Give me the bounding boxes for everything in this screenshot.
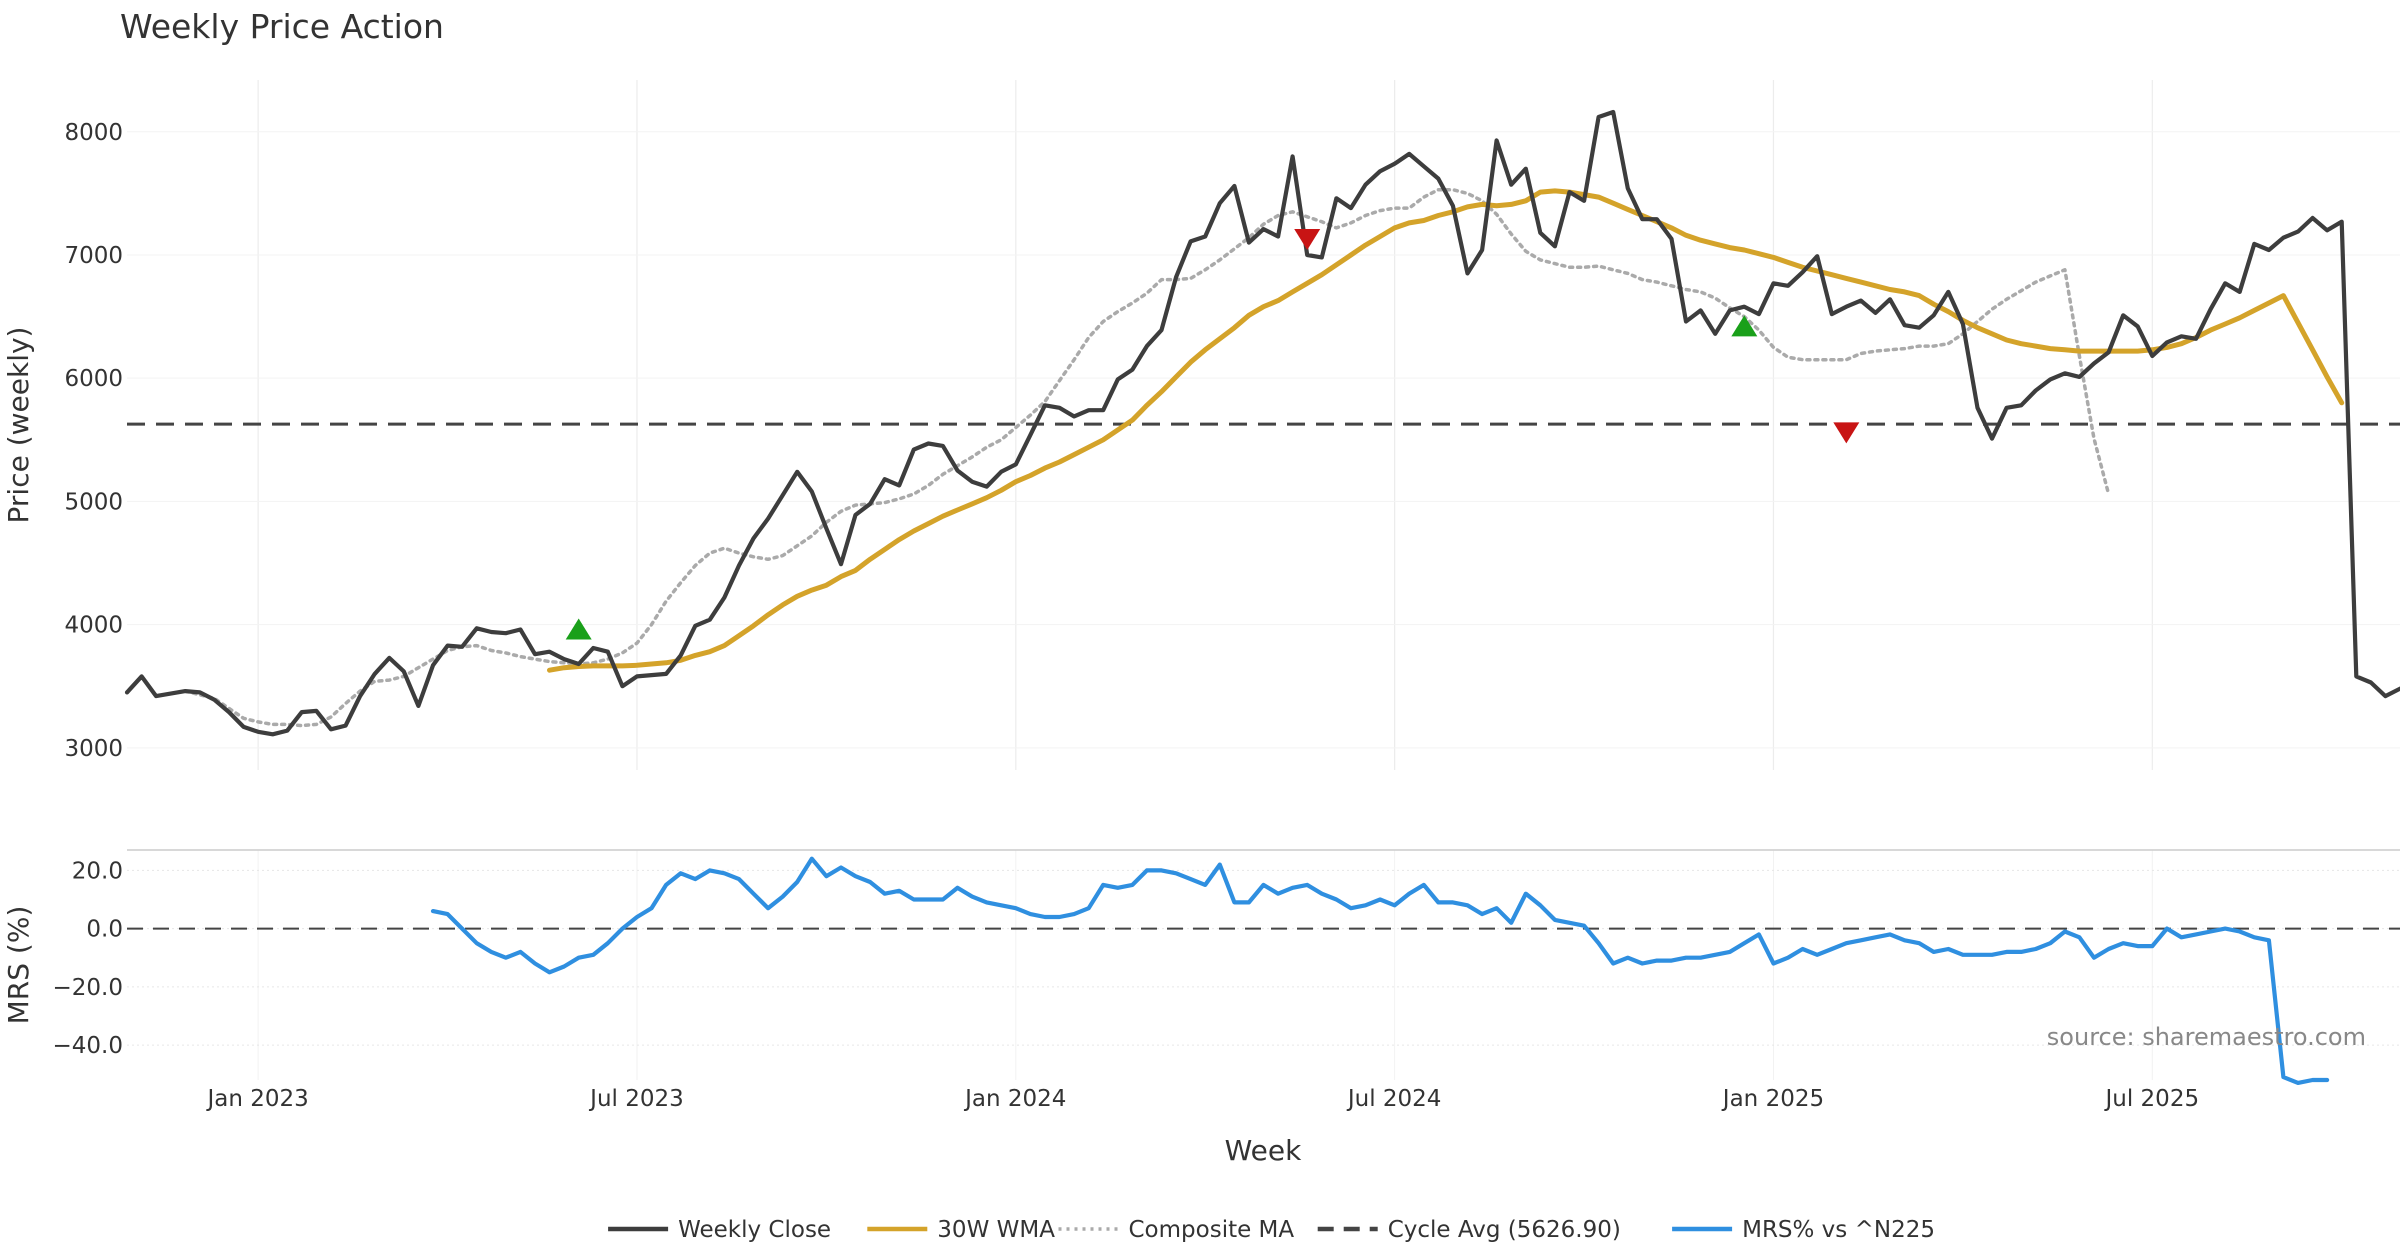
mrs-y-tick-label: 20.0 — [72, 858, 123, 884]
series-layer — [124, 109, 2400, 1086]
x-tick-label: Jul 2025 — [2103, 1086, 2199, 1112]
series-line-composite-ma — [183, 187, 2111, 728]
x-tick-label: Jan 2024 — [963, 1086, 1066, 1112]
legend-label-composite-ma: Composite MA — [1129, 1217, 1295, 1243]
mrs-y-axis-label: MRS (%) — [2, 906, 35, 1025]
price-y-ticks: 3000 4000 5000 6000 7000 8000 — [64, 120, 123, 762]
x-tick-label: Jan 2023 — [205, 1086, 308, 1112]
price-y-tick-label: 7000 — [64, 243, 123, 269]
mrs-panel-grid — [127, 850, 2400, 1080]
mrs-y-tick-label: −20.0 — [53, 975, 123, 1001]
buy-signal-marker — [1731, 315, 1758, 337]
legend: Weekly Close 30W WMA Composite MA Cycle Avg… — [608, 1217, 1935, 1243]
source-annotation: source: sharemaestro.com — [2047, 1023, 2366, 1051]
x-axis-label: Week — [1225, 1134, 1302, 1167]
price-y-tick-label: 8000 — [64, 120, 123, 146]
series-line-30w-wma — [547, 188, 2345, 673]
series-line-weekly-close — [124, 109, 2400, 737]
legend-label-mrs-vs-n225: MRS% vs ^N225 — [1742, 1217, 1935, 1243]
price-y-tick-label: 4000 — [64, 613, 123, 639]
x-ticks: Jan 2023 Jul 2023 Jan 2024 Jul 2024 Jan 2025… — [205, 1086, 2199, 1112]
legend-label-weekly-close: Weekly Close — [678, 1217, 831, 1243]
mrs-y-ticks: 20.0 0.0 −20.0 −40.0 — [53, 858, 123, 1059]
price-y-tick-label: 6000 — [64, 366, 123, 392]
buy-signal-marker — [565, 618, 592, 640]
mrs-y-tick-label: −40.0 — [53, 1033, 123, 1059]
x-tick-label: Jul 2024 — [1346, 1086, 1442, 1112]
chart-title: Weekly Price Action — [120, 7, 444, 46]
price-y-tick-label: 5000 — [64, 489, 123, 515]
legend-label-30w-wma: 30W WMA — [937, 1217, 1055, 1243]
x-tick-label: Jan 2025 — [1721, 1086, 1824, 1112]
price-y-axis-label: Price (weekly) — [2, 327, 35, 524]
price-panel-grid — [127, 80, 2400, 770]
price-y-tick-label: 3000 — [64, 736, 123, 762]
x-tick-label: Jul 2023 — [588, 1086, 684, 1112]
mrs-y-tick-label: 0.0 — [86, 917, 123, 943]
series-line-mrs-vs-n225 — [430, 856, 2330, 1086]
sell-signal-marker — [1833, 422, 1860, 444]
signal-layer — [565, 228, 1860, 640]
sell-signal-marker — [1294, 228, 1321, 250]
legend-label-cycle-avg-5626-90: Cycle Avg (5626.90) — [1388, 1217, 1621, 1243]
